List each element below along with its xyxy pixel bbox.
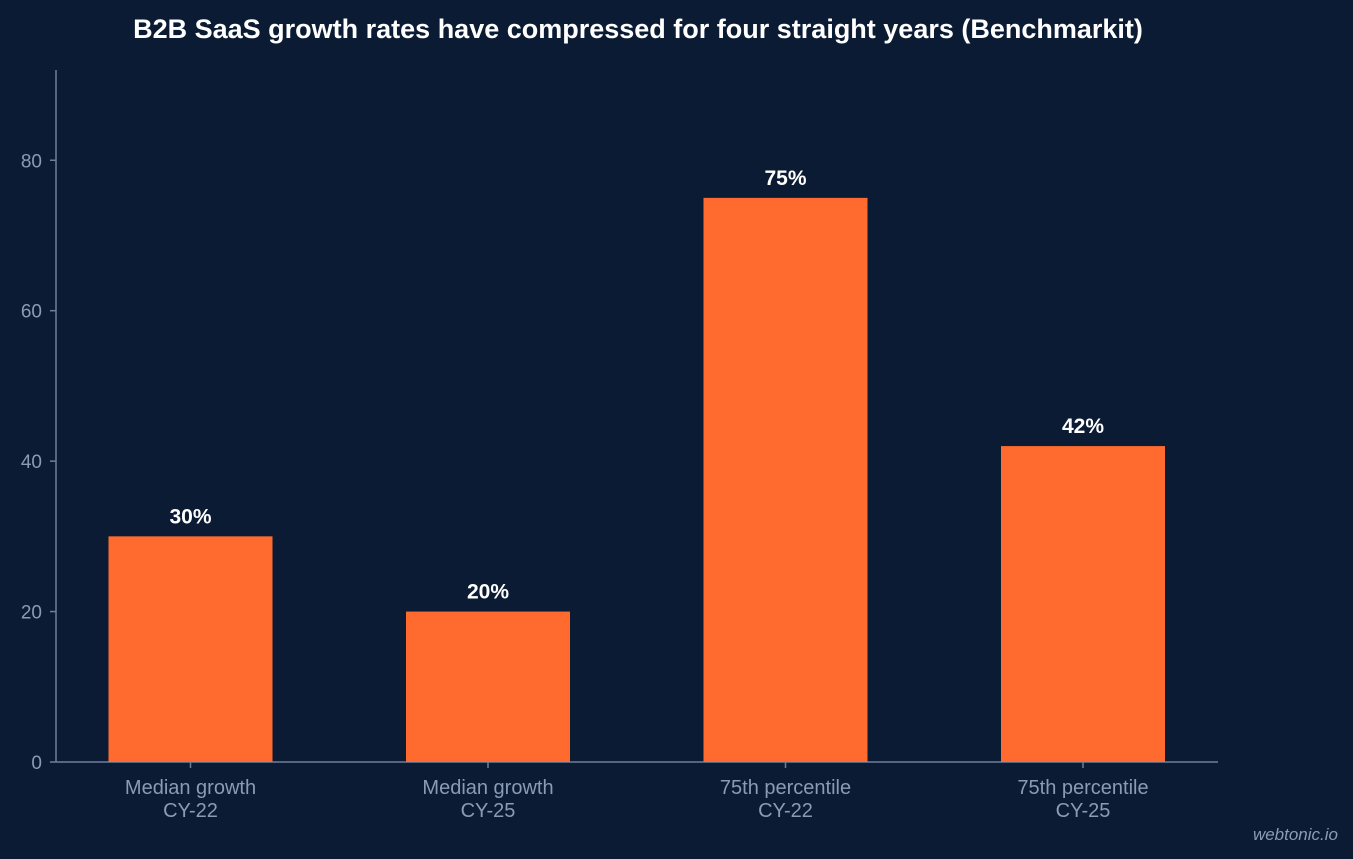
data-label: 75% — [764, 167, 806, 190]
bar — [703, 197, 868, 762]
y-tick-label: 40 — [21, 452, 42, 473]
y-tick-label: 60 — [21, 302, 42, 323]
data-label: 20% — [467, 581, 509, 604]
bar — [406, 611, 570, 762]
x-tick-label: 75th percentile CY-22 — [720, 777, 851, 822]
chart-title: B2B SaaS growth rates have compressed fo… — [133, 14, 1143, 44]
bar — [108, 536, 273, 762]
x-tick-label-line: CY-25 — [461, 800, 516, 822]
y-axis: 0 20 40 60 80 — [21, 70, 57, 774]
bar — [1001, 446, 1165, 762]
x-tick-label-line: Median growth — [422, 777, 553, 799]
x-tick-label-line: 75th percentile — [1017, 777, 1148, 799]
y-tick-label: 80 — [21, 151, 42, 172]
x-tick-label: Median growth CY-22 — [125, 777, 256, 822]
x-tick-label: 75th percentile CY-25 — [1017, 777, 1148, 822]
x-tick-label-line: CY-22 — [163, 800, 218, 822]
data-label: 42% — [1062, 415, 1104, 438]
x-tick-label-line: CY-25 — [1056, 800, 1111, 822]
bars — [108, 197, 1165, 762]
x-tick-label: Median growth CY-25 — [422, 777, 553, 822]
data-labels: 30% 20% 75% 42% — [169, 167, 1104, 604]
watermark: webtonic.io — [1253, 825, 1338, 844]
x-tick-label-line: Median growth — [125, 777, 256, 799]
y-tick-label: 0 — [31, 753, 42, 774]
y-tick-label: 20 — [21, 603, 42, 624]
data-label: 30% — [169, 505, 211, 528]
x-tick-label-line: 75th percentile — [720, 777, 851, 799]
x-tick-label-line: CY-22 — [758, 800, 813, 822]
